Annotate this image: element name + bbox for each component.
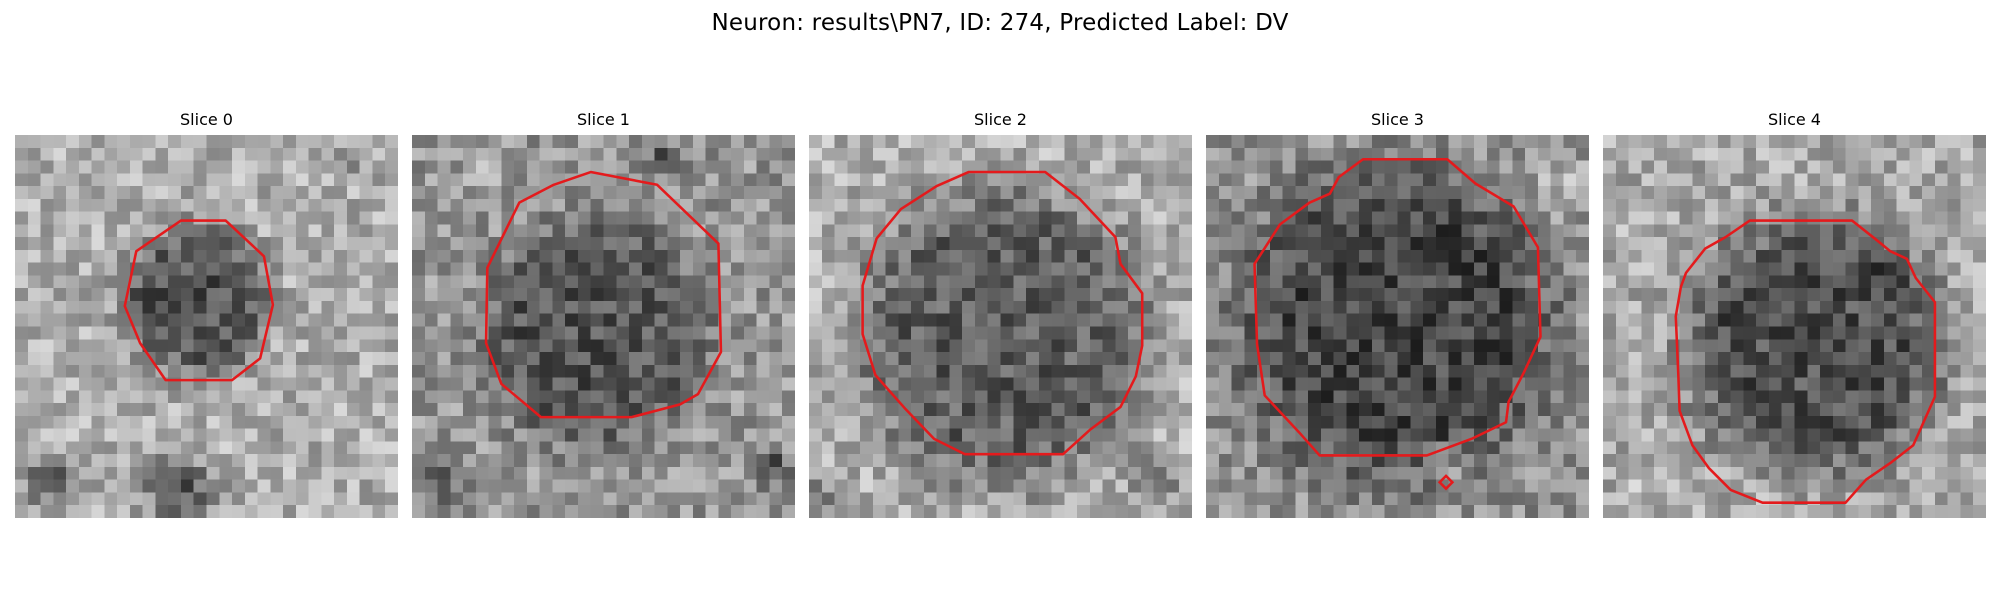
slice-image xyxy=(412,135,795,518)
slice-title: Slice 1 xyxy=(577,110,630,129)
neuron-contour xyxy=(1253,157,1542,457)
neuron-contour xyxy=(861,170,1144,456)
pixel-grid xyxy=(412,135,795,518)
slice-image xyxy=(15,135,398,518)
slice-title: Slice 3 xyxy=(1371,110,1424,129)
neuron-contour xyxy=(1674,219,1937,504)
pixel-grid xyxy=(15,135,398,518)
neuron-contour xyxy=(123,219,275,382)
slice-image xyxy=(1206,135,1589,518)
slice-image xyxy=(809,135,1192,518)
slice-title: Slice 2 xyxy=(974,110,1027,129)
pixel-grid xyxy=(1603,135,1986,518)
slice-title: Slice 4 xyxy=(1768,110,1821,129)
slice-image xyxy=(1603,135,1986,518)
slice-title: Slice 0 xyxy=(180,110,233,129)
neuron-contour xyxy=(484,170,723,419)
pixel-grid xyxy=(1206,135,1589,518)
pixel-grid xyxy=(809,135,1192,518)
figure-title: Neuron: results\PN7, ID: 274, Predicted … xyxy=(711,10,1289,36)
small-contour-marker xyxy=(1437,474,1455,491)
